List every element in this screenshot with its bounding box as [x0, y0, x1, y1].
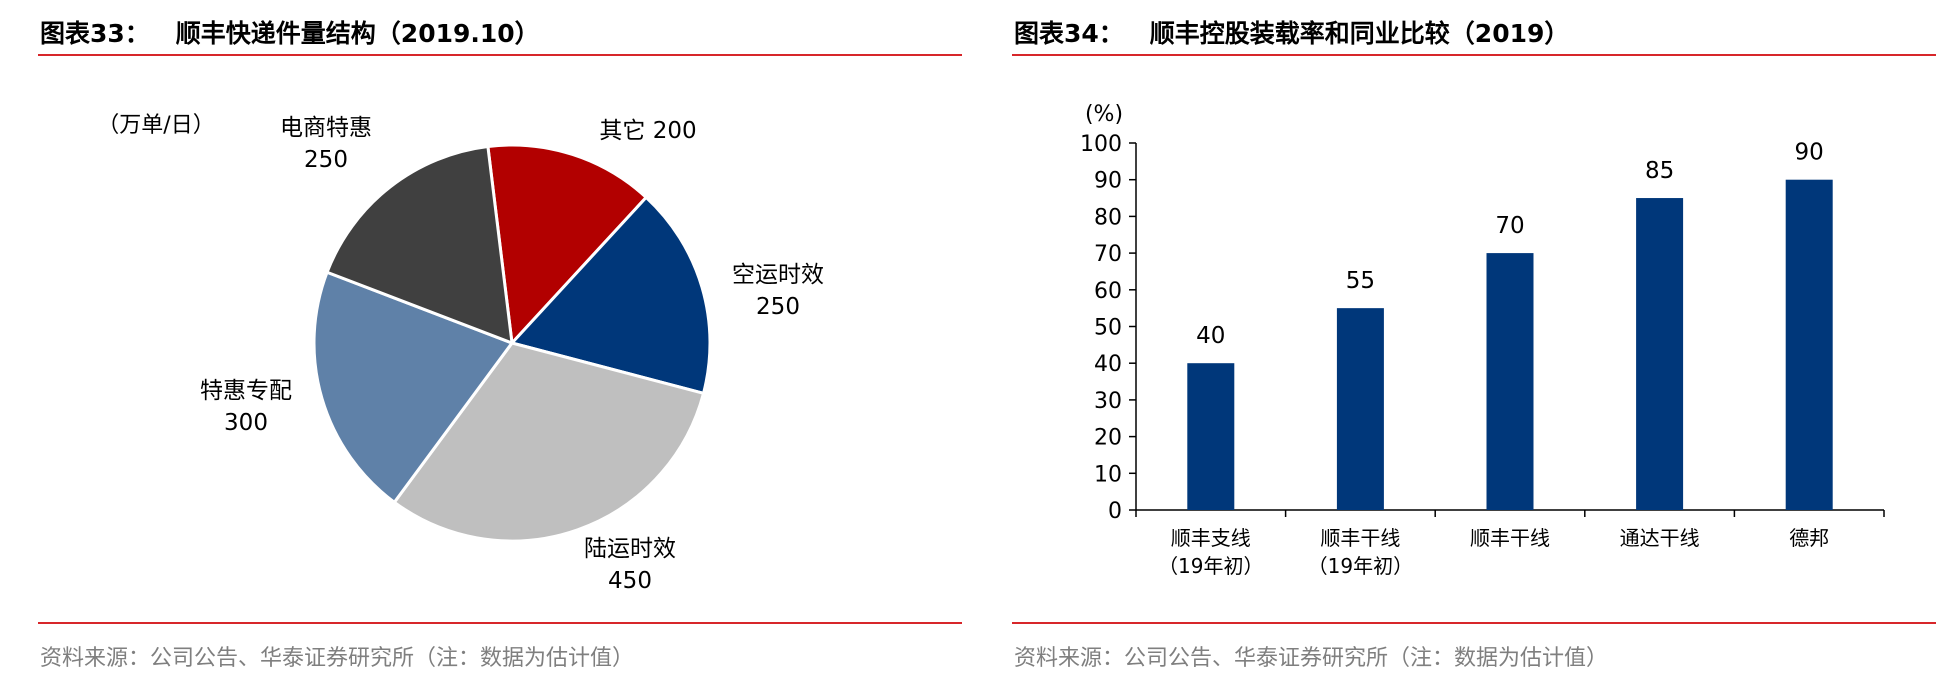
y-tick-label-4: 40: [1094, 352, 1122, 377]
figure-33-title-rule: [38, 54, 962, 56]
pie-slice-0: [486, 143, 648, 345]
pie-label-name-2: 陆运时效: [584, 536, 676, 562]
pie-label-name-4: 电商特惠: [280, 115, 372, 141]
y-tick-label-2: 20: [1094, 426, 1122, 451]
figure-34-panel: 图表34： 顺丰控股装载率和同业比较（2019） 0 10 20 30 40 50 60 70 8…: [974, 0, 1948, 686]
y-tick-label-8: 80: [1094, 205, 1122, 230]
y-tick-label-3: 30: [1094, 389, 1122, 414]
figure-33-title: 图表33： 顺丰快递件量结构（2019.10）: [40, 14, 540, 50]
pie-label-value-1: 250: [756, 294, 800, 320]
pie-label-value-2: 450: [608, 568, 652, 594]
pie-label-0: 其它 200: [599, 118, 696, 144]
pie-slice-4: [325, 144, 514, 345]
y-tick-label-0: 0: [1108, 499, 1122, 524]
x-category-label-4-0: 德邦: [1789, 526, 1829, 550]
bar-data-label-2: 70: [1495, 213, 1524, 239]
y-tick-label-10: 100: [1080, 132, 1122, 157]
y-tick-label-6: 60: [1094, 279, 1122, 304]
y-tick-label-9: 90: [1094, 169, 1122, 194]
pie-unit-label: （万单/日）: [97, 113, 214, 138]
y-tick-label-7: 70: [1094, 242, 1122, 267]
x-category-label-2-0: 顺丰干线: [1470, 526, 1550, 550]
bar-data-label-0: 40: [1196, 323, 1225, 349]
figure-33-source: 资料来源：公司公告、华泰证券研究所（注：数据为估计值）: [40, 646, 635, 671]
figure-34-source-rule: [1012, 622, 1936, 624]
pie-slice-1: [510, 195, 712, 395]
bar-3: [1636, 198, 1684, 511]
pie-slice-3: [312, 270, 514, 504]
pie-label-name-3: 特惠专配: [200, 378, 292, 404]
bar-0: [1187, 363, 1235, 510]
bar-data-label-3: 85: [1645, 158, 1674, 184]
bar-1: [1336, 308, 1384, 510]
pie-label-value-3: 300: [224, 410, 268, 436]
figure-34-title: 图表34： 顺丰控股装载率和同业比较（2019）: [1014, 14, 1569, 50]
figure-33-title-text: 顺丰快递件量结构（2019.10）: [175, 19, 540, 48]
x-category-label-0-1: （19年初）: [1158, 554, 1263, 578]
figure-33-title-prefix: 图表33：: [40, 19, 150, 48]
bar-data-label-4: 90: [1795, 140, 1824, 166]
figure-34-title-prefix: 图表34：: [1014, 19, 1124, 48]
pie-chart: 其它 200 空运时效 250 陆运时效 450 特惠专配 300 电商特惠 250 （万单/日）: [97, 113, 824, 594]
pie-label-name-1: 空运时效: [732, 262, 824, 288]
x-category-label-0-0: 顺丰支线: [1171, 526, 1251, 550]
bar-2: [1486, 253, 1534, 510]
bar-data-label-1: 55: [1346, 268, 1375, 294]
x-category-label-3-0: 通达干线: [1620, 526, 1700, 550]
figure-33-source-rule: [38, 622, 962, 624]
figure-33-panel: 图表33： 顺丰快递件量结构（2019.10） 其它 200 空运时效 250 陆运时效…: [38, 14, 962, 671]
bar-chart: 0 10 20 30 40 50 60 70 80 90 100 (%) 40 顺丰支线 （19年初） 55 顺…: [1080, 102, 1885, 578]
x-category-label-1-0: 顺丰干线: [1320, 526, 1400, 550]
x-category-label-1-1: （19年初）: [1308, 554, 1413, 578]
bar-4: [1785, 179, 1833, 510]
figure-34-title-text: 顺丰控股装载率和同业比较（2019）: [1149, 19, 1570, 48]
figure-34-title-rule: [1012, 54, 1936, 56]
pie-slice-2: [392, 341, 705, 543]
y-tick-label-1: 10: [1094, 462, 1122, 487]
y-tick-label-5: 50: [1094, 316, 1122, 341]
figure-34-source: 资料来源：公司公告、华泰证券研究所（注：数据为估计值）: [1014, 646, 1609, 671]
pie-label-value-4: 250: [304, 147, 348, 173]
y-axis-label: (%): [1085, 102, 1123, 127]
